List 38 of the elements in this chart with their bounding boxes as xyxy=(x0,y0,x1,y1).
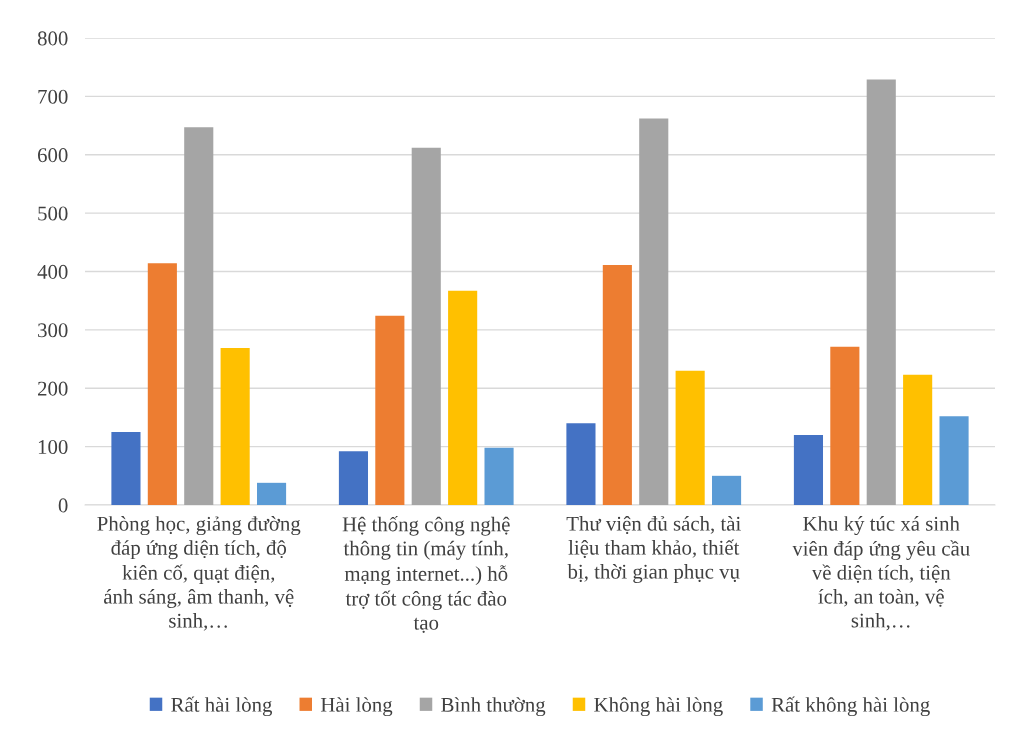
bar xyxy=(338,451,369,505)
legend-label: Rất hài lòng xyxy=(171,696,273,717)
bar xyxy=(793,434,824,505)
bar xyxy=(866,79,896,505)
bar xyxy=(602,265,632,505)
bar xyxy=(411,147,441,505)
x-tick-label: Thư viện đủ sách, tài liệu tham khảo, thiết bị, thời gian phục vụ xyxy=(566,516,741,584)
legend-label: Bình thường xyxy=(441,697,546,717)
legend-label: Hài lòng xyxy=(320,697,393,717)
y-tick-label: 500 xyxy=(38,206,68,221)
bar xyxy=(375,315,405,505)
bar xyxy=(448,290,478,505)
y-tick-label: 400 xyxy=(37,264,68,279)
y-tick-label: 100 xyxy=(38,440,68,455)
bar xyxy=(566,423,596,505)
bar xyxy=(903,374,933,505)
bar xyxy=(484,447,514,505)
bar xyxy=(147,263,177,505)
x-tick-label: Khu ký túc xá sinh viên đáp ứng yêu cầu về diện tích, tiện ích, an toàn, vệ sinh,… xyxy=(792,516,970,631)
y-tick-label: 600 xyxy=(37,148,68,163)
y-tick-label: 300 xyxy=(38,323,68,338)
bar xyxy=(675,370,705,505)
legend-label: Rất không hài lòng xyxy=(771,696,930,717)
y-tick-label: 700 xyxy=(38,89,68,104)
bar xyxy=(711,475,742,505)
y-tick-label: 800 xyxy=(37,31,68,46)
bar xyxy=(639,118,669,505)
y-tick-label: 200 xyxy=(38,381,68,396)
bar xyxy=(220,347,250,505)
legend-label: Không hài lòng xyxy=(594,697,723,717)
bar xyxy=(256,482,287,505)
x-tick-label: Phòng học, giảng đường đáp ứng diện tích, độ kiên cố, quạt điện, ánh sáng, âm thanh, vệ sinh,… xyxy=(97,516,301,631)
bar xyxy=(830,346,860,505)
bar xyxy=(111,432,141,505)
bar xyxy=(184,127,214,505)
x-tick-label: Hệ thống công nghệ thông tin (máy tính, mạng internet...) hỗ trợ tốt công tác đào tạo xyxy=(342,516,510,633)
bar xyxy=(939,416,969,505)
y-tick-label: 0 xyxy=(58,498,68,513)
